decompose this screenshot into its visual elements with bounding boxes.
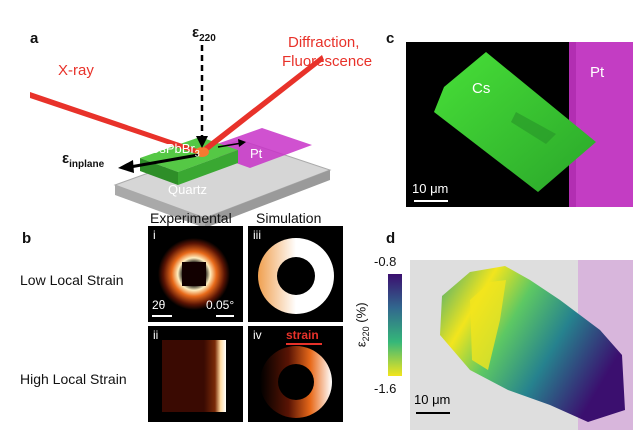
col-experimental: Experimental [150, 210, 232, 226]
setup-schematic [30, 45, 332, 228]
cs-label: Cs [472, 80, 491, 97]
crystal-label: CsPbBr3 [150, 141, 200, 159]
tile-iv-label: iv [253, 328, 262, 342]
col-simulation: Simulation [256, 210, 322, 226]
epsilon-inplane-label: εinplane [62, 150, 105, 170]
tile-i-label: i [153, 228, 156, 242]
angle-scale-bar [216, 315, 234, 317]
two-theta-arrow [152, 315, 172, 317]
row-high-strain: High Local Strain [20, 371, 127, 387]
pt-label: Pt [590, 64, 605, 81]
tile-iii: iii [248, 226, 343, 322]
tile-i: i 2θ 0.05° [148, 226, 243, 322]
epsilon-220-label: ε220 [192, 24, 216, 44]
strain-label: strain [286, 328, 319, 342]
tile-ii-label: ii [153, 328, 159, 342]
panel-b-letter: b [22, 230, 32, 247]
panel-a-letter: a [30, 30, 39, 47]
pt-pad-label: Pt [250, 146, 263, 161]
diffraction-label: Diffraction, [288, 34, 360, 51]
colorbar-label: ε220 (%) [353, 302, 372, 348]
two-theta-label: 2θ [152, 298, 166, 312]
colorbar [388, 274, 402, 376]
tile-ii: ii [148, 326, 243, 422]
panel-d-letter: d [386, 230, 396, 247]
scalebar-c-label: 10 μm [412, 181, 449, 196]
colorbar-max: -0.8 [374, 254, 397, 269]
panel-c-letter: c [386, 30, 395, 47]
scalebar-d [416, 412, 450, 414]
strain-arrow [286, 343, 322, 345]
angle-scale-label: 0.05° [206, 298, 235, 312]
tile-iii-label: iii [253, 228, 261, 242]
scalebar-d-label: 10 μm [414, 392, 451, 407]
strain-map: 10 μm [410, 260, 633, 430]
tile-iv: iv strain [248, 326, 343, 422]
fluorescence-map [406, 42, 633, 207]
quartz-label: Quartz [168, 182, 208, 197]
row-low-strain: Low Local Strain [20, 272, 124, 288]
scalebar-c [414, 200, 448, 202]
colorbar-min: -1.6 [374, 381, 397, 396]
fluorescence-label: Fluorescence [282, 53, 373, 70]
xray-label: X-ray [58, 62, 94, 79]
